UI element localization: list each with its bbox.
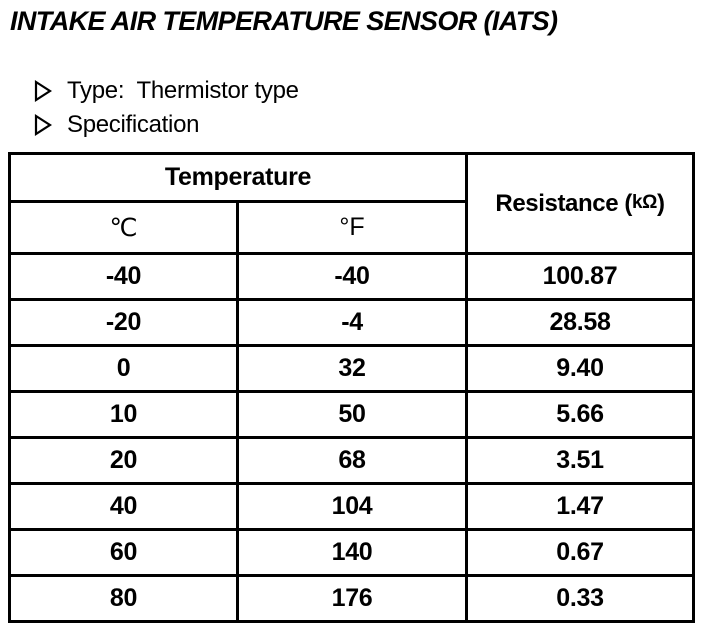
cell-fahrenheit: -4	[235, 298, 469, 347]
table-row: 80 176 0.33	[8, 574, 696, 623]
celsius-header: ℃	[8, 200, 239, 255]
resistance-unit-label: kΩ	[632, 191, 658, 213]
cell-celsius: 0	[8, 344, 239, 393]
table-row: 10 50 5.66	[8, 390, 696, 439]
table-row: -20 -4 28.58	[8, 298, 696, 347]
table-row: 0 32 9.40	[8, 344, 696, 393]
temperature-header: Temperature	[7, 152, 469, 203]
cell-fahrenheit: -40	[235, 252, 469, 301]
fahrenheit-header: °F	[235, 200, 469, 255]
page-title: INTAKE AIR TEMPERATURE SENSOR (IATS)	[10, 6, 558, 36]
cell-fahrenheit: 104	[235, 482, 469, 531]
specification-table: Temperature Resistance (kΩ) ℃ °F -40 -40…	[7, 152, 696, 623]
table-row: 20 68 3.51	[8, 436, 696, 485]
cell-fahrenheit: 32	[235, 344, 469, 393]
table-header-row: Temperature Resistance (kΩ)	[7, 152, 696, 255]
cell-celsius: -40	[8, 252, 239, 301]
resistance-header: Resistance (kΩ)	[465, 152, 696, 255]
table-unit-row: ℃ °F	[8, 200, 694, 255]
cell-fahrenheit: 140	[235, 528, 469, 577]
bullet-item-specification: Specification	[34, 108, 299, 142]
bullet-item-type: Type: Thermistor type	[34, 74, 299, 108]
cell-resistance: 28.58	[465, 298, 696, 347]
cell-resistance: 3.51	[465, 436, 696, 485]
cell-celsius: -20	[8, 298, 239, 347]
cell-fahrenheit: 176	[235, 574, 469, 623]
cell-fahrenheit: 68	[235, 436, 469, 485]
resistance-header-label: Resistance (	[495, 189, 633, 217]
bullet-item-label: Type: Thermistor type	[67, 77, 299, 104]
cell-celsius: 20	[8, 436, 239, 485]
right-triangle-icon	[34, 114, 52, 136]
bullet-list: Type: Thermistor type Specification	[34, 74, 299, 142]
resistance-header-close: )	[657, 189, 665, 217]
cell-resistance: 0.33	[465, 574, 696, 623]
cell-celsius: 80	[8, 574, 239, 623]
table-row: 40 104 1.47	[8, 482, 696, 531]
cell-resistance: 0.67	[465, 528, 696, 577]
cell-celsius: 60	[8, 528, 239, 577]
cell-resistance: 5.66	[465, 390, 696, 439]
cell-resistance: 100.87	[465, 252, 696, 301]
cell-celsius: 10	[8, 390, 239, 439]
cell-resistance: 1.47	[465, 482, 696, 531]
table-row: 60 140 0.67	[8, 528, 696, 577]
right-triangle-icon	[34, 80, 52, 102]
table-row: -40 -40 100.87	[8, 252, 696, 301]
cell-fahrenheit: 50	[235, 390, 469, 439]
cell-resistance: 9.40	[465, 344, 696, 393]
bullet-item-label: Specification	[67, 111, 200, 138]
cell-celsius: 40	[8, 482, 239, 531]
